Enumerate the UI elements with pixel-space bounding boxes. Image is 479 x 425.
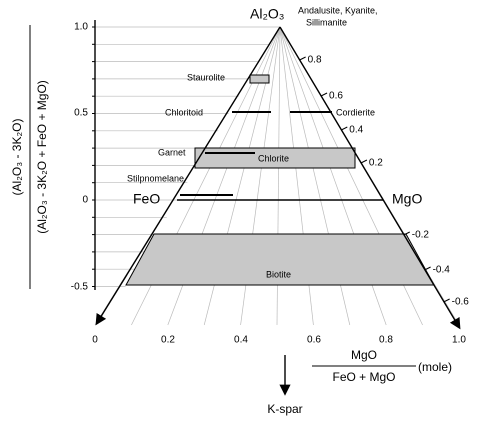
x-tick-label: 0.8 xyxy=(379,335,393,346)
staurolite-box xyxy=(249,74,270,84)
mineral-label: Chlorite xyxy=(258,153,289,163)
x-axis-numerator: MgO xyxy=(351,348,377,362)
x-axis-unit: (mole) xyxy=(418,360,452,374)
mineral-label: Biotite xyxy=(266,269,291,279)
side-tick-label: 0.6 xyxy=(329,91,343,102)
side-tick xyxy=(403,231,410,236)
apex-note: Sillimanite xyxy=(306,17,347,27)
side-tick xyxy=(360,159,368,164)
side-tick-label: 0.8 xyxy=(308,55,322,66)
side-tick-label: -0.4 xyxy=(433,265,451,276)
x-tick-label: 0.4 xyxy=(234,335,248,346)
mineral-label: Cordierite xyxy=(336,107,375,117)
y-tick-label: 0.5 xyxy=(74,108,88,119)
x-axis-denominator: FeO + MgO xyxy=(332,370,395,384)
right-edge xyxy=(279,26,461,330)
side-tick-label: -0.6 xyxy=(452,297,470,308)
y-axis-denominator: (Al₂O₃ - 3K₂O + FeO + MgO) xyxy=(35,80,49,234)
y-axis-numerator: (Al₂O₃ - 3K₂O) xyxy=(10,119,24,196)
side-tick-label: 0.2 xyxy=(369,158,383,169)
apex-label: Al₂O₃ xyxy=(250,6,284,22)
x-tick-label: 0.6 xyxy=(307,335,321,346)
side-tick xyxy=(341,126,348,131)
y-tick-label: 0 xyxy=(82,195,88,206)
x-tick-label: 1.0 xyxy=(452,335,466,346)
corner-label: FeO xyxy=(133,191,160,207)
side-tick-label: 0.4 xyxy=(349,125,363,136)
apex-note: Andalusite, Kyanite, xyxy=(298,5,378,15)
side-tick xyxy=(299,56,306,61)
mineral-label: Staurolite xyxy=(187,72,225,82)
side-tick xyxy=(443,298,450,303)
y-tick-label: 1.0 xyxy=(74,22,88,33)
corner-label: MgO xyxy=(392,191,422,207)
mineral-label: Garnet xyxy=(158,147,186,157)
left-edge xyxy=(95,26,281,326)
x-tick-label: 0.2 xyxy=(161,335,175,346)
pole-label: K-spar xyxy=(267,402,302,416)
y-tick-label: -0.5 xyxy=(71,282,89,293)
mineral-label: Stilpnomelane xyxy=(127,173,184,183)
side-tick xyxy=(424,266,431,271)
mineral-label: Chloritoid xyxy=(165,107,203,117)
x-tick-label: 0 xyxy=(92,335,98,346)
side-tick xyxy=(320,92,328,97)
side-tick-label: -0.2 xyxy=(412,230,430,241)
